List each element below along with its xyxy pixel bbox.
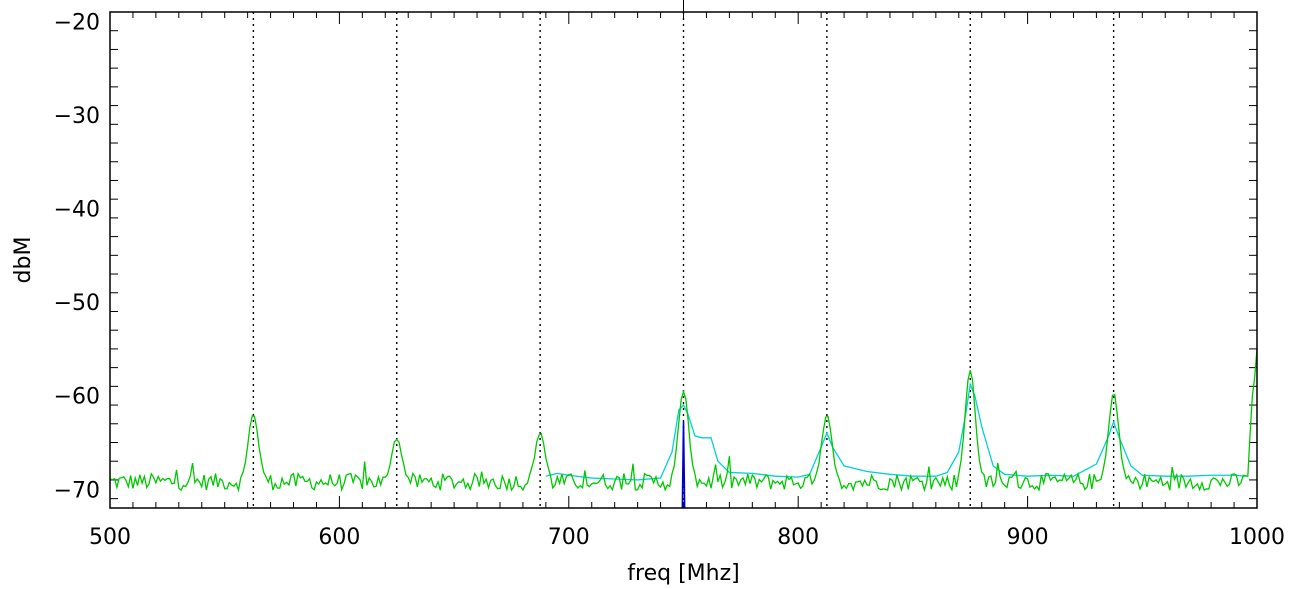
y-tick-label: −50 — [54, 291, 100, 316]
series-layer — [109, 348, 1258, 509]
x-tick-label: 800 — [777, 525, 819, 550]
y-tick-label: −30 — [54, 104, 100, 129]
y-tick-label: −20 — [54, 10, 100, 35]
x-tick-label: 900 — [1007, 525, 1049, 550]
y-tick-label: −70 — [54, 478, 100, 503]
plot-frame — [109, 11, 1258, 509]
x-tick-label: 600 — [318, 525, 360, 550]
x-axis-title: freq [Mhz] — [627, 561, 739, 586]
y-tick-label: −40 — [54, 198, 100, 223]
tick-labels: 500 600 700 800 900 1000 −20 −30 −40 −50 −60 −70 — [54, 10, 1285, 550]
axis-ticks — [109, 0, 1258, 508]
green-series-line — [109, 348, 1258, 493]
y-axis-title: dbM — [11, 237, 36, 284]
x-tick-label: 500 — [89, 525, 131, 550]
x-tick-label: 700 — [548, 525, 590, 550]
cyan-series-line — [545, 382, 1246, 481]
y-tick-label: −60 — [54, 385, 100, 410]
marker-lines — [252, 12, 1115, 508]
x-tick-label: 1000 — [1229, 525, 1285, 550]
blue-series-line — [681, 421, 686, 509]
